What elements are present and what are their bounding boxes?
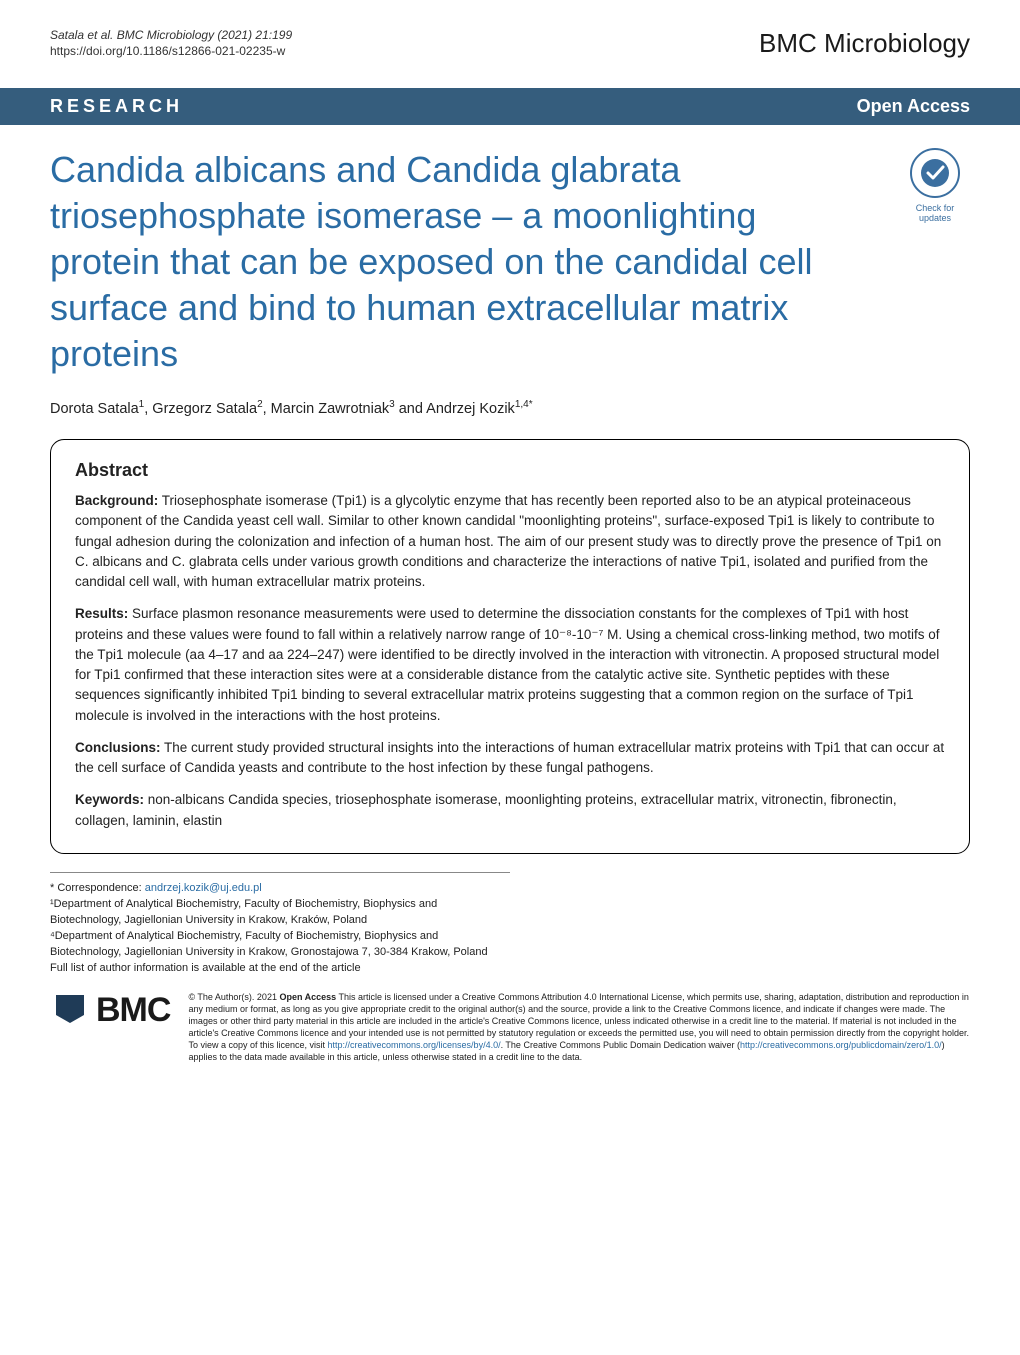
article-type-bar: RESEARCH Open Access [0,88,1020,125]
badge-line1: Check for [916,203,955,213]
article-title: Candida albicans and Candida glabrata tr… [50,147,870,377]
page-header-region: Satala et al. BMC Microbiology (2021) 21… [0,0,1020,72]
check-updates-badge[interactable]: Check for updates [900,147,970,224]
footer-row: BMC © The Author(s). 2021 Open Access Th… [0,977,1020,1090]
correspondence-line: * Correspondence: andrzej.kozik@uj.edu.p… [50,881,510,897]
license-text: © The Author(s). 2021 Open Access This a… [188,991,970,1064]
conclusions-label: Conclusions: [75,740,161,755]
bmc-text: BMC [96,991,170,1030]
background-text: Triosephosphate isomerase (Tpi1) is a gl… [75,493,941,589]
affiliation-4: ⁴Department of Analytical Biochemistry, … [50,929,510,961]
abstract-box: Abstract Background: Triosephosphate iso… [50,439,970,854]
license-link-cc-by[interactable]: http://creativecommons.org/licenses/by/4… [328,1040,501,1050]
open-access-label: Open Access [857,96,970,117]
affiliation-1: ¹Department of Analytical Biochemistry, … [50,897,510,929]
license-prefix: © The Author(s). 2021 [188,992,279,1002]
abstract-keywords: Keywords: non-albicans Candida species, … [75,790,945,831]
background-label: Background: [75,493,158,508]
license-open-access: Open Access [279,992,336,1002]
bmc-logo: BMC [50,991,170,1031]
abstract-heading: Abstract [75,460,945,481]
journal-brand: BMC Microbiology [759,28,970,59]
keywords-text: non-albicans Candida species, triosephos… [75,792,897,827]
correspondence-email-link[interactable]: andrzej.kozik@uj.edu.pl [145,882,262,894]
badge-text: Check for updates [900,203,970,224]
badge-line2: updates [919,213,951,223]
research-label: RESEARCH [50,96,183,117]
abstract-background: Background: Triosephosphate isomerase (T… [75,491,945,592]
license-body2: . The Creative Commons Public Domain Ded… [501,1040,740,1050]
correspondence-star: * Correspondence: [50,882,145,894]
abstract-conclusions: Conclusions: The current study provided … [75,738,945,779]
conclusions-text: The current study provided structural in… [75,740,944,775]
keywords-label: Keywords: [75,792,144,807]
results-text: Surface plasmon resonance measurements w… [75,606,940,722]
title-block: Candida albicans and Candida glabrata tr… [0,125,1020,385]
authors-line: Dorota Satala1, Grzegorz Satala2, Marcin… [0,385,1020,439]
bmc-flag-icon [50,991,90,1031]
correspondence-block: * Correspondence: andrzej.kozik@uj.edu.p… [50,872,510,977]
crossmark-icon [909,147,961,199]
abstract-results: Results: Surface plasmon resonance measu… [75,604,945,726]
license-link-cc0[interactable]: http://creativecommons.org/publicdomain/… [740,1040,942,1050]
results-label: Results: [75,606,128,621]
full-author-list-note: Full list of author information is avail… [50,961,510,977]
